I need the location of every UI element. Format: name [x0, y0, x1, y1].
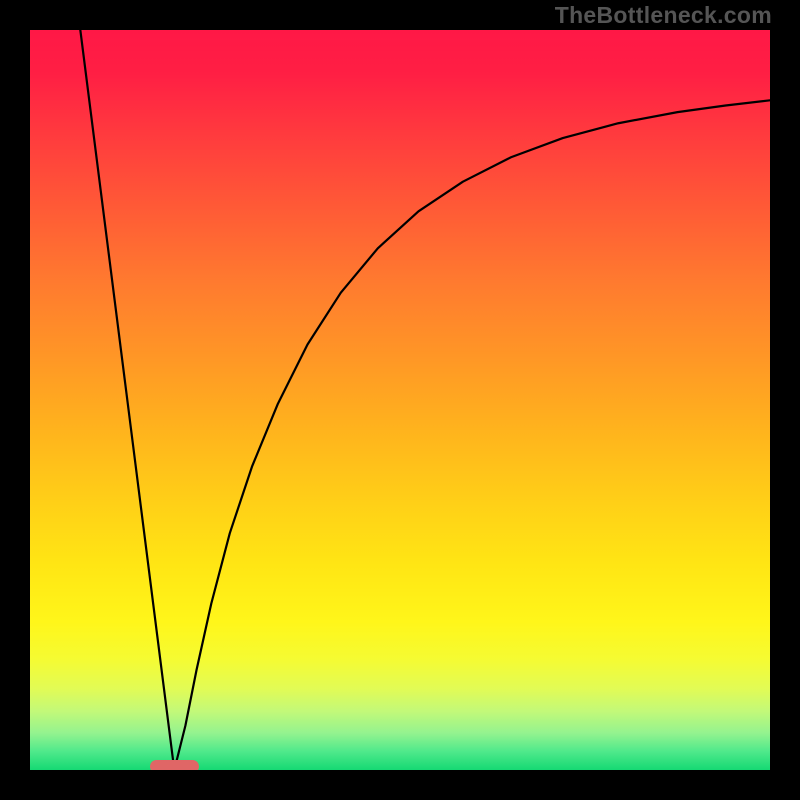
optimal-marker [150, 760, 199, 770]
chart-frame [30, 30, 770, 770]
watermark-text: TheBottleneck.com [555, 2, 772, 29]
plot-area [30, 30, 770, 770]
bottleneck-curve [30, 30, 770, 770]
chart-container: TheBottleneck.com [0, 0, 800, 800]
